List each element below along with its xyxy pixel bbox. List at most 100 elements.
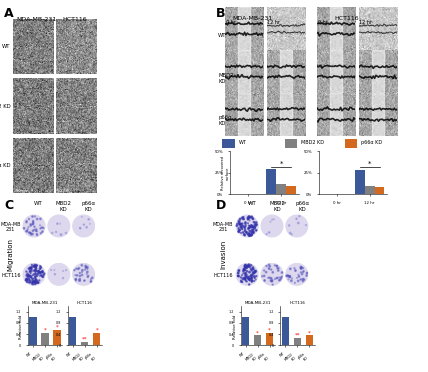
Circle shape <box>244 269 245 270</box>
Text: p66α
KD: p66α KD <box>218 115 232 126</box>
Circle shape <box>26 271 27 272</box>
Circle shape <box>35 278 36 279</box>
Circle shape <box>30 272 31 273</box>
Circle shape <box>251 277 252 278</box>
Circle shape <box>270 280 272 281</box>
Text: 12 hr: 12 hr <box>359 20 372 25</box>
Circle shape <box>42 231 43 232</box>
Circle shape <box>40 218 41 219</box>
Circle shape <box>245 272 246 273</box>
Circle shape <box>36 229 37 230</box>
Circle shape <box>40 266 41 267</box>
Circle shape <box>28 275 30 277</box>
Circle shape <box>33 281 35 282</box>
Circle shape <box>88 219 89 220</box>
Circle shape <box>254 224 256 225</box>
Circle shape <box>243 269 245 271</box>
Circle shape <box>279 279 281 281</box>
Circle shape <box>247 266 248 267</box>
Circle shape <box>34 229 35 230</box>
Circle shape <box>264 275 265 277</box>
Circle shape <box>26 278 28 279</box>
Circle shape <box>26 230 28 232</box>
Circle shape <box>246 232 247 233</box>
Bar <box>81 342 88 345</box>
Circle shape <box>37 273 39 275</box>
Circle shape <box>30 224 31 225</box>
Circle shape <box>54 273 56 275</box>
Circle shape <box>34 283 36 285</box>
Circle shape <box>256 223 257 224</box>
Circle shape <box>30 225 31 226</box>
Circle shape <box>35 279 36 281</box>
Circle shape <box>245 278 246 279</box>
Text: MDA-MB
231: MDA-MB 231 <box>213 221 233 232</box>
Circle shape <box>244 266 246 267</box>
Circle shape <box>248 279 250 280</box>
Circle shape <box>268 268 270 269</box>
Circle shape <box>36 218 38 220</box>
Circle shape <box>251 281 252 282</box>
Circle shape <box>251 225 252 226</box>
Circle shape <box>240 226 241 227</box>
Title: HCT116: HCT116 <box>289 301 306 305</box>
Circle shape <box>26 231 27 232</box>
Circle shape <box>40 273 41 274</box>
Circle shape <box>83 224 84 225</box>
Circle shape <box>253 218 254 219</box>
Circle shape <box>41 227 43 228</box>
Circle shape <box>249 227 250 228</box>
Circle shape <box>289 276 290 278</box>
Circle shape <box>34 282 35 283</box>
Circle shape <box>300 266 302 268</box>
Circle shape <box>60 234 62 235</box>
Circle shape <box>306 272 307 273</box>
Circle shape <box>254 273 255 274</box>
Circle shape <box>254 227 256 228</box>
Circle shape <box>248 218 249 219</box>
Circle shape <box>29 232 30 233</box>
Bar <box>223 139 235 148</box>
Circle shape <box>289 277 290 278</box>
Circle shape <box>289 232 291 234</box>
Circle shape <box>40 272 41 273</box>
Circle shape <box>299 215 300 217</box>
Circle shape <box>251 216 253 218</box>
Circle shape <box>37 282 39 283</box>
Circle shape <box>251 232 252 233</box>
Circle shape <box>249 230 250 231</box>
Text: p66α
KD: p66α KD <box>81 201 95 212</box>
Title: MDA-MB-231: MDA-MB-231 <box>244 301 271 305</box>
Circle shape <box>247 219 248 220</box>
Circle shape <box>35 279 36 280</box>
Circle shape <box>244 234 245 235</box>
Circle shape <box>86 227 87 228</box>
Circle shape <box>32 266 33 267</box>
Circle shape <box>245 277 246 278</box>
Circle shape <box>35 270 36 272</box>
Text: **: ** <box>295 333 300 338</box>
Circle shape <box>78 279 80 281</box>
Circle shape <box>301 273 303 275</box>
Circle shape <box>35 267 36 268</box>
Circle shape <box>250 234 252 235</box>
Circle shape <box>244 235 245 236</box>
Circle shape <box>277 268 278 269</box>
Circle shape <box>243 270 244 272</box>
Circle shape <box>254 280 255 282</box>
Circle shape <box>80 227 81 228</box>
Circle shape <box>248 232 250 234</box>
Circle shape <box>236 225 238 227</box>
Text: MBD2
KD: MBD2 KD <box>218 73 234 84</box>
Circle shape <box>41 275 42 276</box>
Circle shape <box>37 280 38 281</box>
Bar <box>282 317 289 345</box>
Circle shape <box>280 278 282 279</box>
Circle shape <box>23 263 45 285</box>
Circle shape <box>42 272 43 273</box>
Circle shape <box>249 220 250 221</box>
Circle shape <box>245 222 246 223</box>
Circle shape <box>30 270 31 272</box>
Bar <box>69 317 76 345</box>
Circle shape <box>241 281 242 282</box>
